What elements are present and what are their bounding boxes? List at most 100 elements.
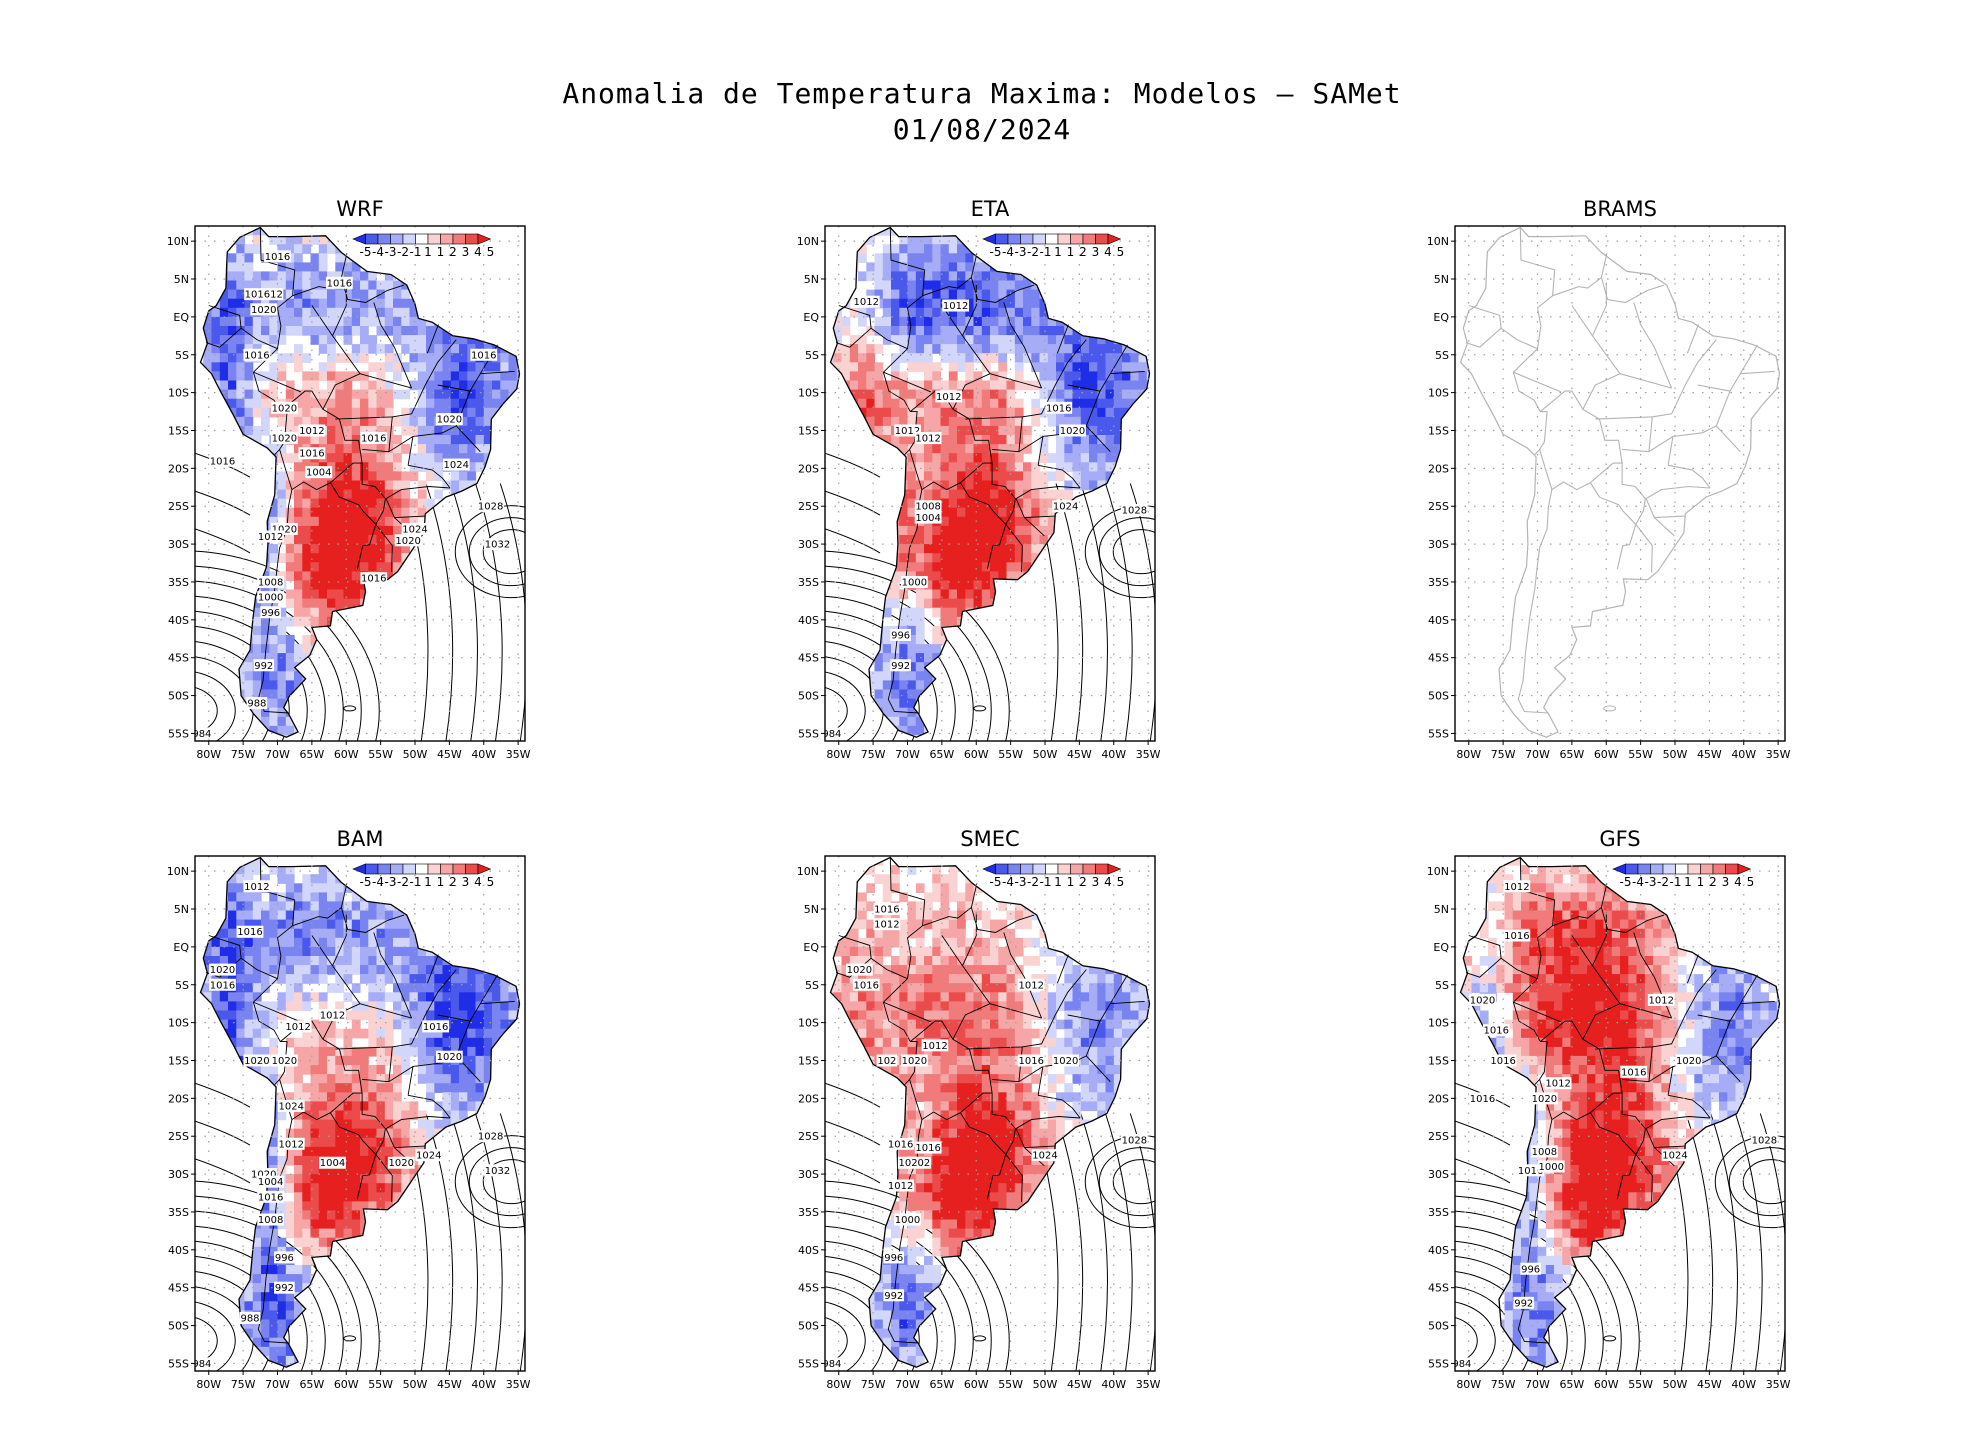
- y-tick-label: 55S: [798, 727, 819, 740]
- x-tick-label: 55W: [998, 1378, 1023, 1391]
- isobar-label: 1020: [270, 1054, 298, 1067]
- isobar-label: 1020: [435, 413, 463, 426]
- y-tick-label: 35S: [1428, 576, 1449, 589]
- colorbar-swatch: [377, 863, 391, 875]
- colorbar-label: -4: [372, 875, 384, 889]
- y-tick-label: EQ: [1433, 941, 1449, 954]
- country-borders: [205, 857, 515, 1344]
- y-tick-label: 55S: [1428, 1357, 1449, 1370]
- colorbar-swatch: [477, 233, 492, 245]
- colorbar-swatch: [1107, 863, 1122, 875]
- colorbar-swatch: [1712, 863, 1726, 875]
- colorbar-label: 5: [487, 245, 495, 259]
- y-tick-label: EQ: [173, 941, 189, 954]
- country-borders: [1465, 227, 1775, 714]
- panel-title: GFS: [1599, 827, 1640, 851]
- y-tick-label: 25S: [168, 1130, 189, 1143]
- colorbar-swatch: [1725, 863, 1739, 875]
- panel-title: ETA: [971, 197, 1010, 221]
- colorbar-swatch: [390, 233, 404, 245]
- y-tick-label: 45S: [168, 652, 189, 665]
- x-tick-label: 45W: [1067, 748, 1092, 761]
- isobar-label: 984: [195, 1357, 213, 1370]
- isobar-label: 1028: [1120, 1134, 1148, 1147]
- colorbar-label: 3: [1092, 245, 1100, 259]
- isobar-label: 984: [825, 1357, 843, 1370]
- isobar-label: 1016: [243, 348, 271, 361]
- x-tick-label: 40W: [1731, 748, 1756, 761]
- isobar-label: 1004: [257, 1175, 285, 1188]
- colorbar-label: -3: [385, 245, 397, 259]
- colorbar-swatch: [365, 863, 379, 875]
- x-tick-label: 70W: [1525, 1378, 1550, 1391]
- colorbar-swatch: [427, 863, 441, 875]
- colorbar-label: -5: [990, 245, 1002, 259]
- colorbar-swatch: [1625, 863, 1639, 875]
- isobar-label: 1012: [852, 295, 880, 308]
- colorbar-swatch: [1007, 233, 1021, 245]
- y-tick-label: EQ: [1433, 311, 1449, 324]
- svg-text:1012: 1012: [854, 297, 879, 308]
- isobar-label: 1012: [1544, 1077, 1572, 1090]
- isobar-label: 996: [890, 628, 911, 641]
- isobar-label: 1020: [243, 1054, 271, 1067]
- colorbar-swatch: [1032, 863, 1046, 875]
- isobar-label: 1012: [298, 424, 326, 437]
- isobar-label: 1020: [900, 1054, 928, 1067]
- falkland-islands: [973, 1335, 987, 1342]
- colorbar-swatch: [1057, 233, 1071, 245]
- svg-text:1012: 1012: [895, 426, 920, 437]
- y-tick-label: 15S: [1428, 424, 1449, 437]
- colorbar-swatch: [1070, 233, 1084, 245]
- figure-title-date: 01/08/2024: [892, 113, 1072, 146]
- colorbar: -5 -4 -3 -2 -1 1 1 2 3 4 5: [982, 863, 1124, 889]
- x-tick-label: 60W: [334, 1378, 359, 1391]
- y-tick-label: 35S: [798, 1206, 819, 1219]
- svg-text:1016: 1016: [1046, 403, 1071, 414]
- map-frame: [194, 225, 526, 742]
- y-tick-label: 5N: [174, 273, 189, 286]
- isobar-label: 1012: [887, 1179, 915, 1192]
- y-tick-label: 5S: [1435, 349, 1449, 362]
- x-tick-label: 55W: [998, 748, 1023, 761]
- graticule: [195, 226, 525, 741]
- y-tick-label: 50S: [1428, 1320, 1449, 1333]
- x-tick-label: 65W: [929, 1378, 954, 1391]
- colorbar-label: 5: [1747, 875, 1755, 889]
- isobar-label: 1020: [387, 1156, 415, 1169]
- x-tick-label: 55W: [368, 1378, 393, 1391]
- svg-text:1012: 1012: [299, 426, 324, 437]
- colorbar-label: -2: [1027, 245, 1039, 259]
- y-tick-label: 30S: [1428, 538, 1449, 551]
- y-tick-label: 5N: [1434, 273, 1449, 286]
- colorbar-swatch: [1700, 863, 1714, 875]
- isobar-label: 1016: [873, 903, 901, 916]
- y-tick-label: 20S: [168, 462, 189, 475]
- map-frame: [824, 225, 1156, 742]
- isobar-label: 1032: [484, 538, 511, 551]
- svg-text:1024: 1024: [402, 524, 427, 535]
- y-tick-label: 55S: [798, 1357, 819, 1370]
- y-tick-label: 15S: [798, 424, 819, 437]
- isobar-label: 1004: [319, 1156, 346, 1169]
- isobar-label: 1012: [1647, 993, 1675, 1006]
- y-tick-label: 35S: [798, 576, 819, 589]
- panel-3: BAM 1012 1016 1020 1016 1012 1012 1016 1020 1020 1…: [140, 818, 700, 1418]
- coastline: [829, 856, 1151, 1368]
- map-svg: BRAMS 80W 75W 70W 65W 60W 55W 50W 45W 40W 35W 10N 5N…: [1427, 197, 1791, 761]
- map-frame: [1454, 855, 1786, 1372]
- map-frame: [824, 855, 1156, 1372]
- x-tick-label: 75W: [231, 1378, 256, 1391]
- colorbar-label: -2: [1657, 875, 1669, 889]
- svg-text:1012: 1012: [943, 301, 968, 312]
- isobar-label: 1004: [305, 466, 333, 479]
- colorbar-label: 4: [1104, 245, 1112, 259]
- isobar-label: 1024: [277, 1099, 305, 1112]
- isobar-label: 1020: [1052, 1054, 1080, 1067]
- colorbar-label: -2: [397, 245, 409, 259]
- colorbar-label: -2: [397, 875, 409, 889]
- y-tick-label: 25S: [1428, 1130, 1449, 1143]
- y-tick-label: 55S: [168, 1357, 189, 1370]
- y-tick-label: 40S: [168, 614, 189, 627]
